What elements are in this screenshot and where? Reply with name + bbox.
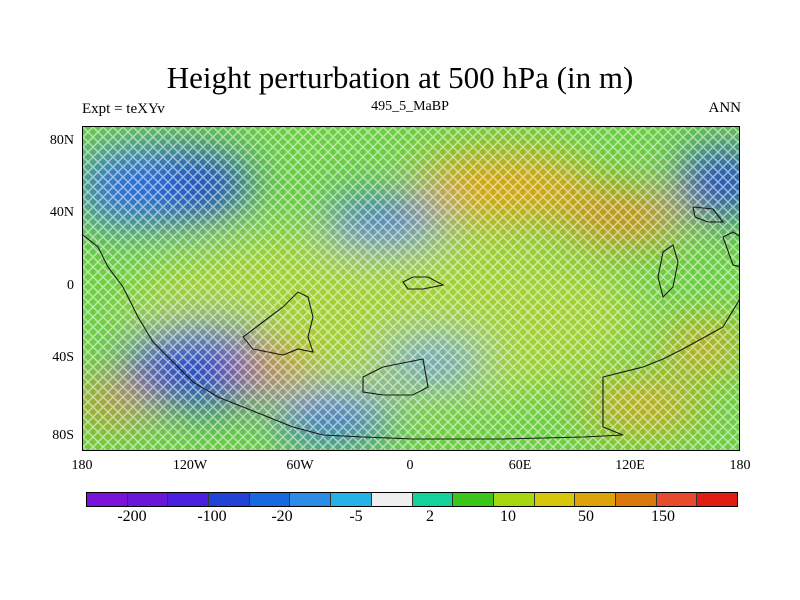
colorbar-box bbox=[575, 493, 616, 506]
plot-title: Height perturbation at 500 hPa (in m) bbox=[166, 60, 634, 95]
colorbar-label: -200 bbox=[117, 508, 147, 525]
season-label: ANN bbox=[708, 100, 742, 116]
x-tick-label: 0 bbox=[406, 458, 414, 473]
heatmap-plot bbox=[83, 127, 739, 450]
x-tick-label: 60W bbox=[286, 458, 314, 473]
coastlines bbox=[83, 206, 739, 440]
y-tick-label: 80S bbox=[52, 428, 74, 443]
colorbar-box bbox=[534, 493, 576, 506]
period-label: 495_5_MaBP bbox=[371, 99, 449, 114]
colorbar-box bbox=[209, 493, 250, 506]
colorbar-box bbox=[87, 493, 128, 506]
colorbar-box bbox=[168, 493, 210, 506]
colorbar-box bbox=[371, 493, 413, 506]
colorbar-box bbox=[249, 493, 291, 506]
x-tick-label: 180 bbox=[71, 458, 93, 473]
colorbar-box bbox=[412, 493, 454, 506]
x-tick-label: 180 bbox=[729, 458, 751, 473]
x-tick-label: 120E bbox=[615, 458, 645, 473]
colorbar bbox=[86, 492, 738, 507]
y-tick-label: 40S bbox=[52, 350, 74, 365]
colorbar-label: 50 bbox=[578, 508, 594, 525]
colorbar-box bbox=[453, 493, 494, 506]
x-tick-label: 60E bbox=[508, 458, 532, 473]
colorbar-box bbox=[697, 493, 737, 506]
colorbar-label: -5 bbox=[349, 508, 363, 525]
y-tick-label: 80N bbox=[49, 133, 74, 148]
colorbar-box bbox=[493, 493, 535, 506]
y-tick-label: 40N bbox=[49, 205, 74, 220]
colorbar-box bbox=[656, 493, 698, 506]
colorbar-box bbox=[331, 493, 372, 506]
colorbar-box bbox=[290, 493, 332, 506]
colorbar-label: 150 bbox=[651, 508, 675, 525]
experiment-label: Expt = teXYv bbox=[82, 101, 165, 117]
colorbar-box bbox=[127, 493, 169, 506]
x-tick-label: 120W bbox=[172, 458, 208, 473]
colorbar-label: -100 bbox=[197, 508, 227, 525]
colorbar-label: 2 bbox=[426, 508, 434, 525]
colorbar-label: -20 bbox=[271, 508, 293, 525]
colorbar-label: 10 bbox=[500, 508, 516, 525]
y-tick-label: 0 bbox=[67, 278, 74, 293]
map-frame bbox=[82, 126, 740, 451]
colorbar-box bbox=[615, 493, 657, 506]
